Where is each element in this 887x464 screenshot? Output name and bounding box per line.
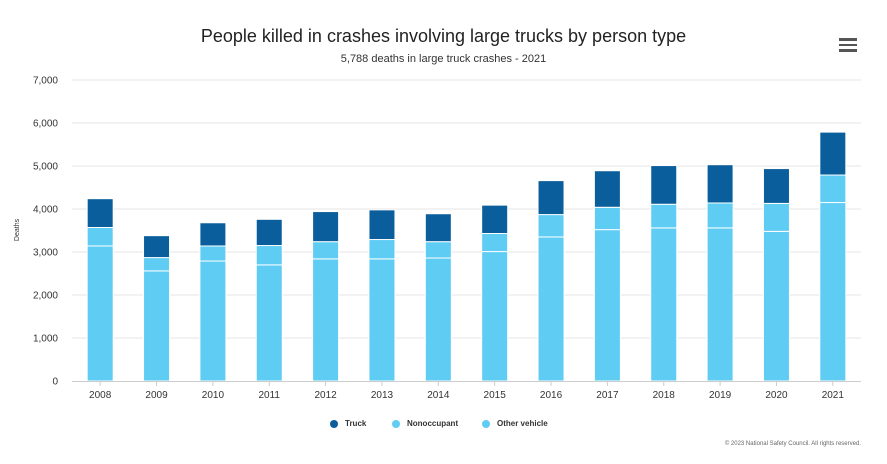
x-tick-label: 2016	[540, 390, 563, 401]
legend-item-other-vehicle[interactable]: Other vehicle	[482, 419, 548, 428]
bar-segment-nonoccupant-2019[interactable]	[706, 202, 734, 229]
legend-marker-truck	[330, 419, 338, 428]
bar-segment-truck-2019[interactable]	[706, 164, 734, 204]
bar-segment-nonoccupant-2013[interactable]	[368, 239, 396, 260]
x-tick-label: 2015	[484, 390, 507, 401]
legend-label-nonoccupant: Nonoccupant	[407, 419, 459, 428]
bar-segment-truck-2017[interactable]	[593, 170, 621, 208]
bar-segment-other-vehicle-2013[interactable]	[368, 258, 396, 382]
y-tick-label: 3,000	[33, 248, 58, 259]
y-axis-ticks: 0 1,000 2,000 3,000 4,000 5,000 6,000 7,000	[33, 76, 58, 388]
bar-segment-nonoccupant-2014[interactable]	[424, 241, 452, 259]
x-tick-label: 2009	[145, 390, 168, 401]
copyright-credit: © 2023 National Safety Council. All righ…	[724, 441, 861, 447]
legend-item-nonoccupant[interactable]: Nonoccupant	[392, 419, 458, 428]
chart-subtitle: 5,788 deaths in large truck crashes - 20…	[340, 53, 547, 65]
bar-segment-nonoccupant-2010[interactable]	[199, 245, 227, 262]
bar-segment-other-vehicle-2020[interactable]	[762, 230, 790, 382]
y-tick-label: 5,000	[33, 162, 58, 173]
bar-segment-other-vehicle-2010[interactable]	[199, 260, 227, 382]
bar-segment-nonoccupant-2011[interactable]	[255, 245, 283, 266]
bar-segment-other-vehicle-2021[interactable]	[819, 202, 847, 382]
menu-line-3	[839, 49, 857, 52]
bar-segment-nonoccupant-2015[interactable]	[481, 233, 509, 253]
legend-marker-nonoccupant	[392, 419, 400, 428]
y-tick-label: 2,000	[33, 291, 58, 302]
bar-segment-other-vehicle-2009[interactable]	[143, 270, 171, 382]
x-tick-label: 2010	[202, 390, 225, 401]
x-tick-label: 2017	[596, 390, 619, 401]
legend: Truck Nonoccupant Other vehicle	[0, 419, 887, 431]
bar-segment-other-vehicle-2008[interactable]	[86, 245, 114, 382]
bar-segment-other-vehicle-2016[interactable]	[537, 236, 565, 382]
bar-segment-nonoccupant-2016[interactable]	[537, 214, 565, 238]
hamburger-menu-icon[interactable]	[839, 38, 857, 52]
x-tick-label: 2021	[822, 390, 845, 401]
bar-segment-nonoccupant-2009[interactable]	[143, 257, 171, 272]
legend-label-truck: Truck	[345, 419, 367, 428]
bar-segment-truck-2015[interactable]	[481, 204, 509, 235]
bar-segment-other-vehicle-2019[interactable]	[706, 227, 734, 382]
bar-segment-other-vehicle-2018[interactable]	[650, 227, 678, 382]
bar-segment-nonoccupant-2018[interactable]	[650, 203, 678, 229]
bar-segment-nonoccupant-2008[interactable]	[86, 226, 114, 247]
bar-segment-other-vehicle-2017[interactable]	[593, 229, 621, 382]
gridlines	[72, 79, 861, 339]
bar-segment-truck-2010[interactable]	[199, 222, 227, 247]
bar-segment-nonoccupant-2020[interactable]	[762, 202, 790, 232]
y-tick-label: 6,000	[33, 119, 58, 130]
legend-marker-other-vehicle	[482, 419, 490, 428]
x-tick-label: 2012	[314, 390, 337, 401]
x-tick-label: 2013	[371, 390, 394, 401]
bar-segment-truck-2021[interactable]	[819, 131, 847, 176]
bar-segment-truck-2020[interactable]	[762, 168, 790, 204]
menu-line-1	[839, 38, 857, 41]
bar-segment-nonoccupant-2017[interactable]	[593, 206, 621, 231]
bar-segment-other-vehicle-2015[interactable]	[481, 251, 509, 382]
y-tick-label: 1,000	[33, 334, 58, 345]
x-tick-label: 2019	[709, 390, 732, 401]
bar-segment-truck-2018[interactable]	[650, 165, 678, 205]
bar-segment-other-vehicle-2011[interactable]	[255, 264, 283, 382]
bar-segment-truck-2014[interactable]	[424, 213, 452, 243]
x-tick-label: 2018	[653, 390, 676, 401]
bar-segment-truck-2008[interactable]	[86, 198, 114, 228]
bar-segment-other-vehicle-2012[interactable]	[312, 258, 340, 382]
bars	[86, 131, 847, 382]
bar-segment-nonoccupant-2021[interactable]	[819, 174, 847, 204]
legend-item-truck[interactable]: Truck	[330, 419, 366, 428]
y-axis-label: Deaths	[14, 218, 21, 241]
chart-title: People killed in crashes involving large…	[200, 26, 687, 46]
bar-segment-truck-2016[interactable]	[537, 180, 565, 216]
bar-segment-other-vehicle-2014[interactable]	[424, 257, 452, 382]
menu-line-2	[839, 43, 857, 46]
y-tick-label: 7,000	[33, 76, 58, 87]
bar-segment-truck-2013[interactable]	[368, 209, 396, 241]
x-tick-label: 2011	[258, 390, 280, 401]
bar-segment-truck-2012[interactable]	[312, 211, 340, 243]
legend-label-other-vehicle: Other vehicle	[497, 419, 548, 428]
x-axis-ticks: 2008 2009 2010 2011 2012 2013 2014 2015 2016 2017…	[89, 381, 844, 401]
x-tick-label: 2020	[765, 390, 788, 401]
y-tick-label: 4,000	[33, 205, 58, 216]
bar-segment-truck-2011[interactable]	[255, 218, 283, 247]
bar-segment-nonoccupant-2012[interactable]	[312, 241, 340, 260]
y-tick-label: 0	[52, 377, 58, 388]
bar-segment-truck-2009[interactable]	[143, 235, 171, 259]
x-tick-label: 2014	[427, 390, 450, 401]
x-tick-label: 2008	[89, 390, 112, 401]
